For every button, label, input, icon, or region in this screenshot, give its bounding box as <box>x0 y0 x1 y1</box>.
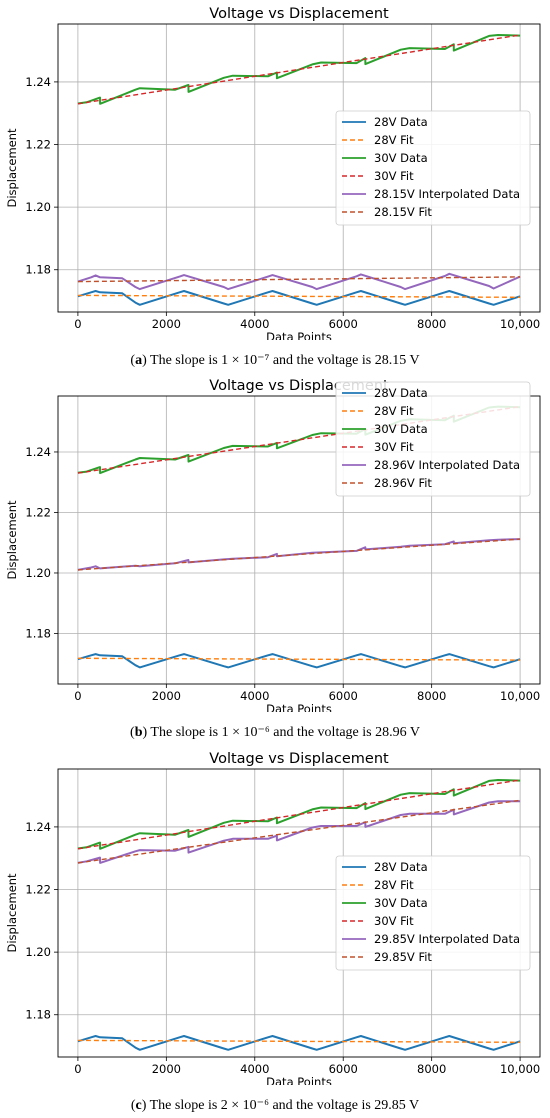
x-tick-label: 6000 <box>329 689 358 703</box>
legend-label: 28.96V Fit <box>374 476 432 490</box>
x-tick-label: 0 <box>74 689 81 703</box>
legend-box <box>335 110 531 226</box>
legend-label: 28V Data <box>374 115 428 129</box>
caption-b: (b) The slope is 1 × 10⁻⁶ and the voltag… <box>130 725 420 740</box>
caption-b-text: The slope is 1 × 10⁻⁶ and the voltage is… <box>150 725 420 740</box>
y-axis-label: Displacement <box>5 500 19 580</box>
legend-box <box>335 381 531 497</box>
x-tick-label: 6000 <box>329 317 358 331</box>
legend-label: 28.96V Interpolated Data <box>374 458 520 472</box>
legend-label: 30V Fit <box>374 440 414 454</box>
y-tick-label: 1.24 <box>25 75 51 89</box>
y-tick-label: 1.22 <box>25 138 51 152</box>
x-tick-label: 8000 <box>417 689 446 703</box>
caption-c: (c) The slope is 2 × 10⁻⁶ and the voltag… <box>130 1098 420 1113</box>
legend: 28V Data 28V Fit 30V Data 30V Fit 29.85V Int… <box>335 855 531 971</box>
legend-label: 30V Fit <box>374 169 414 183</box>
x-tick-label: 2000 <box>152 317 181 331</box>
caption-a: (a) The slope is 1 × 10⁻⁷ and the voltag… <box>130 353 420 368</box>
legend-label: 29.85V Interpolated Data <box>374 932 520 946</box>
chart-a: Voltage vs Displacement 0 2000 4000 6000 8000… <box>5 6 541 340</box>
figure-panel-c: Voltage vs Displacement 0 2000 4000 6000 8000… <box>0 745 550 1118</box>
legend-label: 29.85V Fit <box>374 950 432 964</box>
chart-c: Voltage vs Displacement 0 2000 4000 6000 8000… <box>5 751 541 1085</box>
series-line-6 <box>77 538 521 571</box>
y-axis-label: Displacement <box>5 873 19 953</box>
legend-label: 30V Fit <box>374 914 414 928</box>
y-tick-label: 1.20 <box>25 200 51 214</box>
caption-a-text: The slope is 1 × 10⁻⁷ and the voltage is… <box>150 353 420 368</box>
caption-a-label: a <box>135 353 143 368</box>
caption-c-label: c <box>135 1098 142 1113</box>
legend-label: 28.15V Fit <box>374 205 432 219</box>
legend-label: 28V Fit <box>374 133 414 147</box>
plot-frame <box>57 23 541 313</box>
x-tick-label: 0 <box>74 1062 81 1076</box>
legend-label: 28V Fit <box>374 404 414 418</box>
plot-frame <box>57 768 541 1058</box>
y-tick-label: 1.20 <box>25 566 51 580</box>
legend-label: 30V Data <box>374 151 428 165</box>
x-tick-label: 4000 <box>240 689 269 703</box>
series-line-6 <box>77 799 521 864</box>
series-line-6 <box>77 276 521 283</box>
figure-panel-b: Voltage vs Displacement 0 2000 4000 6000 8000… <box>0 372 550 745</box>
series-line-4 <box>77 779 521 850</box>
y-tick-label: 1.18 <box>25 263 51 277</box>
legend-label: 28V Data <box>374 386 428 400</box>
x-tick-label: 4000 <box>240 317 269 331</box>
series-line-2 <box>77 294 521 298</box>
caption-b-label: b <box>134 725 143 740</box>
legend: 28V Data 28V Fit 30V Data 30V Fit 28.15V Int… <box>335 110 531 226</box>
x-tick-label: 8000 <box>417 317 446 331</box>
x-tick-label: 6000 <box>329 1062 358 1076</box>
x-tick-label: 10,000 <box>500 689 540 703</box>
legend-label: 30V Data <box>374 422 428 436</box>
chart-title: Voltage vs Displacement <box>209 751 389 767</box>
y-tick-label: 1.24 <box>25 445 51 459</box>
x-axis-label: Data Points <box>266 702 332 712</box>
series-line-5 <box>77 272 521 291</box>
x-tick-label: 10,000 <box>500 1062 540 1076</box>
x-axis-label: Data Points <box>266 1075 332 1085</box>
series-line-1 <box>77 1035 521 1051</box>
legend-box <box>335 855 531 971</box>
y-tick-label: 1.20 <box>25 945 51 959</box>
series-line-1 <box>77 653 521 669</box>
series-line-4 <box>77 34 521 105</box>
x-tick-label: 2000 <box>152 689 181 703</box>
y-tick-label: 1.18 <box>25 626 51 640</box>
caption-c-text: The slope is 2 × 10⁻⁶ and the voltage is… <box>149 1098 420 1113</box>
x-axis-label: Data Points <box>266 330 332 340</box>
plot-frame <box>57 395 541 685</box>
x-tick-label: 8000 <box>417 1062 446 1076</box>
series-line-2 <box>77 1039 521 1043</box>
series-line-1 <box>77 290 521 306</box>
x-tick-label: 2000 <box>152 1062 181 1076</box>
legend-label: 28.15V Interpolated Data <box>374 187 520 201</box>
legend-label: 28V Fit <box>374 878 414 892</box>
x-tick-label: 4000 <box>240 1062 269 1076</box>
legend-label: 30V Data <box>374 896 428 910</box>
chart-title: Voltage vs Displacement <box>209 6 389 22</box>
legend-label: 28V Data <box>374 860 428 874</box>
legend: 28V Data 28V Fit 30V Data 30V Fit 28.96V Int… <box>335 381 531 497</box>
y-tick-label: 1.22 <box>25 505 51 519</box>
x-tick-label: 0 <box>74 317 81 331</box>
x-tick-label: 10,000 <box>500 317 540 331</box>
figure-panel-a: Voltage vs Displacement 0 2000 4000 6000 8000… <box>0 0 550 372</box>
y-tick-label: 1.18 <box>25 1008 51 1022</box>
y-tick-label: 1.22 <box>25 883 51 897</box>
series-line-5 <box>77 800 521 864</box>
y-axis-label: Displacement <box>5 128 19 208</box>
y-tick-label: 1.24 <box>25 820 51 834</box>
series-line-2 <box>77 657 521 661</box>
